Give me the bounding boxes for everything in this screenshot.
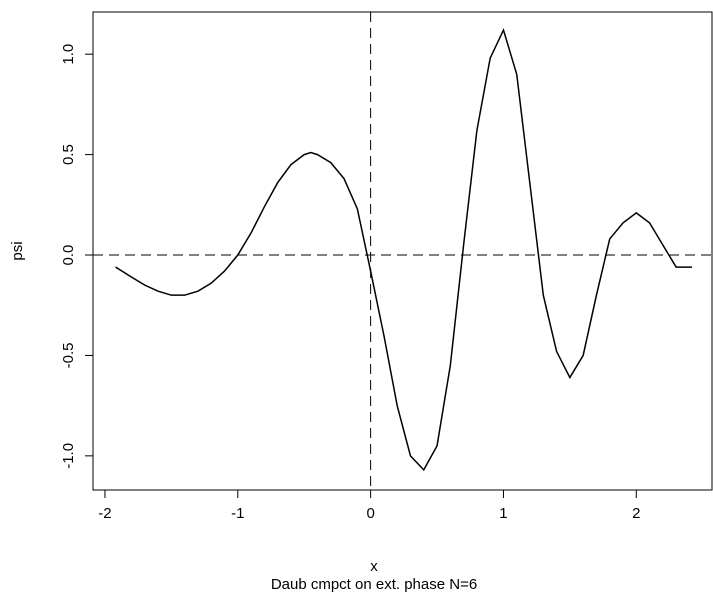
x-tick-label: 1 — [499, 505, 507, 522]
x-tick-label: -1 — [231, 505, 244, 522]
y-tick-label: 1.0 — [60, 44, 77, 65]
x-tick-label: -2 — [98, 505, 111, 522]
y-axis-label: psi — [9, 241, 26, 260]
x-tick-label: 0 — [366, 505, 374, 522]
subtitle: Daub cmpct on ext. phase N=6 — [271, 576, 477, 593]
y-tick-label: -1.0 — [60, 443, 77, 469]
y-tick-label: 0.5 — [60, 144, 77, 165]
x-axis-label: x — [370, 558, 378, 575]
y-tick-label: -0.5 — [60, 343, 77, 369]
y-tick-label: 0.0 — [60, 245, 77, 266]
line — [115, 27, 693, 472]
x-tick-label: 2 — [632, 505, 640, 522]
plot-frame — [92, 11, 713, 491]
